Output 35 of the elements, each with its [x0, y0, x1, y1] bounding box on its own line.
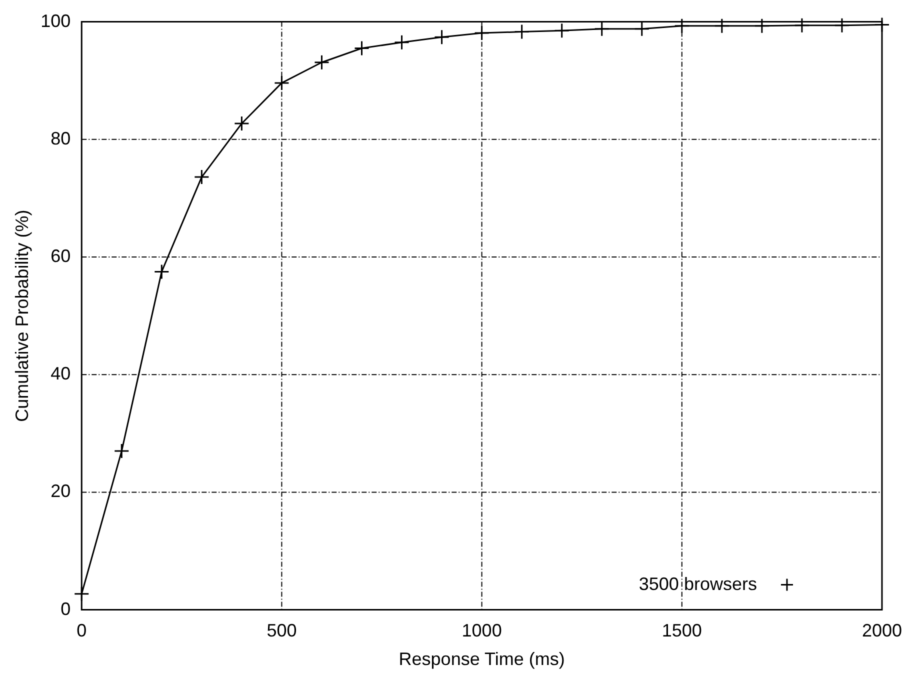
x-axis-title: Response Time (ms) [398, 649, 565, 670]
point [794, 18, 810, 34]
point [234, 116, 250, 132]
y-tick-label: 100 [40, 10, 71, 31]
point [594, 21, 610, 37]
x-tick-label: 1500 [662, 620, 702, 641]
y-tick-label: 80 [50, 128, 71, 148]
point [514, 24, 530, 40]
y-axis-title: Cumulative Probability (%) [12, 210, 32, 422]
x-tick-label: 0 [76, 620, 87, 641]
legend-label: 3500 browsers [638, 574, 757, 594]
point [354, 40, 370, 56]
point [754, 18, 770, 34]
point [634, 21, 650, 37]
point [874, 16, 890, 32]
point [834, 18, 850, 34]
point [714, 18, 730, 34]
point [474, 25, 490, 41]
y-tick-label: 0 [60, 598, 71, 619]
x-tick-label: 2000 [862, 620, 902, 641]
y-tick-label: 60 [50, 246, 71, 266]
point [554, 22, 570, 38]
point [74, 586, 90, 602]
point [114, 443, 130, 459]
point [674, 18, 690, 34]
point [394, 34, 410, 50]
y-tick-label: 20 [50, 481, 71, 502]
point [314, 54, 330, 70]
point [194, 169, 210, 185]
point [154, 264, 170, 280]
point [434, 29, 450, 45]
y-tick-label: 40 [50, 364, 71, 384]
point [274, 75, 290, 91]
x-tick-label: 1000 [462, 620, 502, 641]
x-tick-label: 500 [266, 620, 297, 641]
